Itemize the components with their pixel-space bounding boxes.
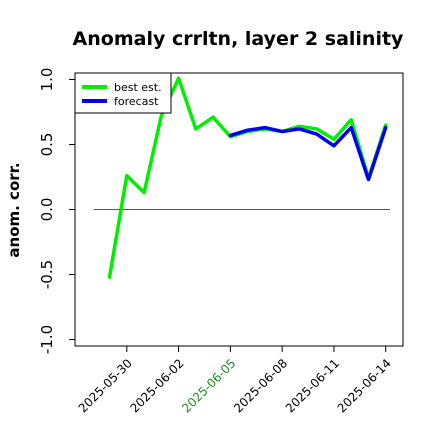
series-line-forecast — [228, 125, 388, 182]
y-tick-label: 0.0 — [38, 198, 56, 222]
chart-title: Anomaly crrltn, layer 2 salinity — [73, 28, 404, 50]
x-tick-label: 2025-06-05 — [179, 356, 238, 415]
legend-box — [74, 72, 172, 114]
y-tick-label: -0.5 — [38, 260, 56, 289]
x-tick-label: 2025-06-08 — [231, 356, 290, 415]
legend-label-forecast: forecast — [114, 95, 159, 108]
y-axis-label: anom. corr. — [5, 162, 23, 257]
y-tick-label: 0.5 — [38, 133, 56, 157]
legend-label-best-est: best est. — [114, 81, 162, 94]
x-axis: 2025-05-302025-06-022025-06-052025-06-08… — [76, 346, 394, 415]
x-tick-label: 2025-06-11 — [283, 356, 342, 415]
legend: best est. forecast — [74, 72, 172, 114]
y-tick-label: 1.0 — [38, 68, 56, 92]
x-tick-label: 2025-06-14 — [335, 356, 394, 415]
y-axis: -1.0 -0.5 0.0 0.5 1.0 — [38, 68, 75, 354]
x-tick-label: 2025-06-02 — [127, 356, 186, 415]
x-tick-label: 2025-05-30 — [76, 356, 135, 415]
plot-area — [93, 76, 390, 279]
y-tick-label: -1.0 — [38, 325, 56, 354]
